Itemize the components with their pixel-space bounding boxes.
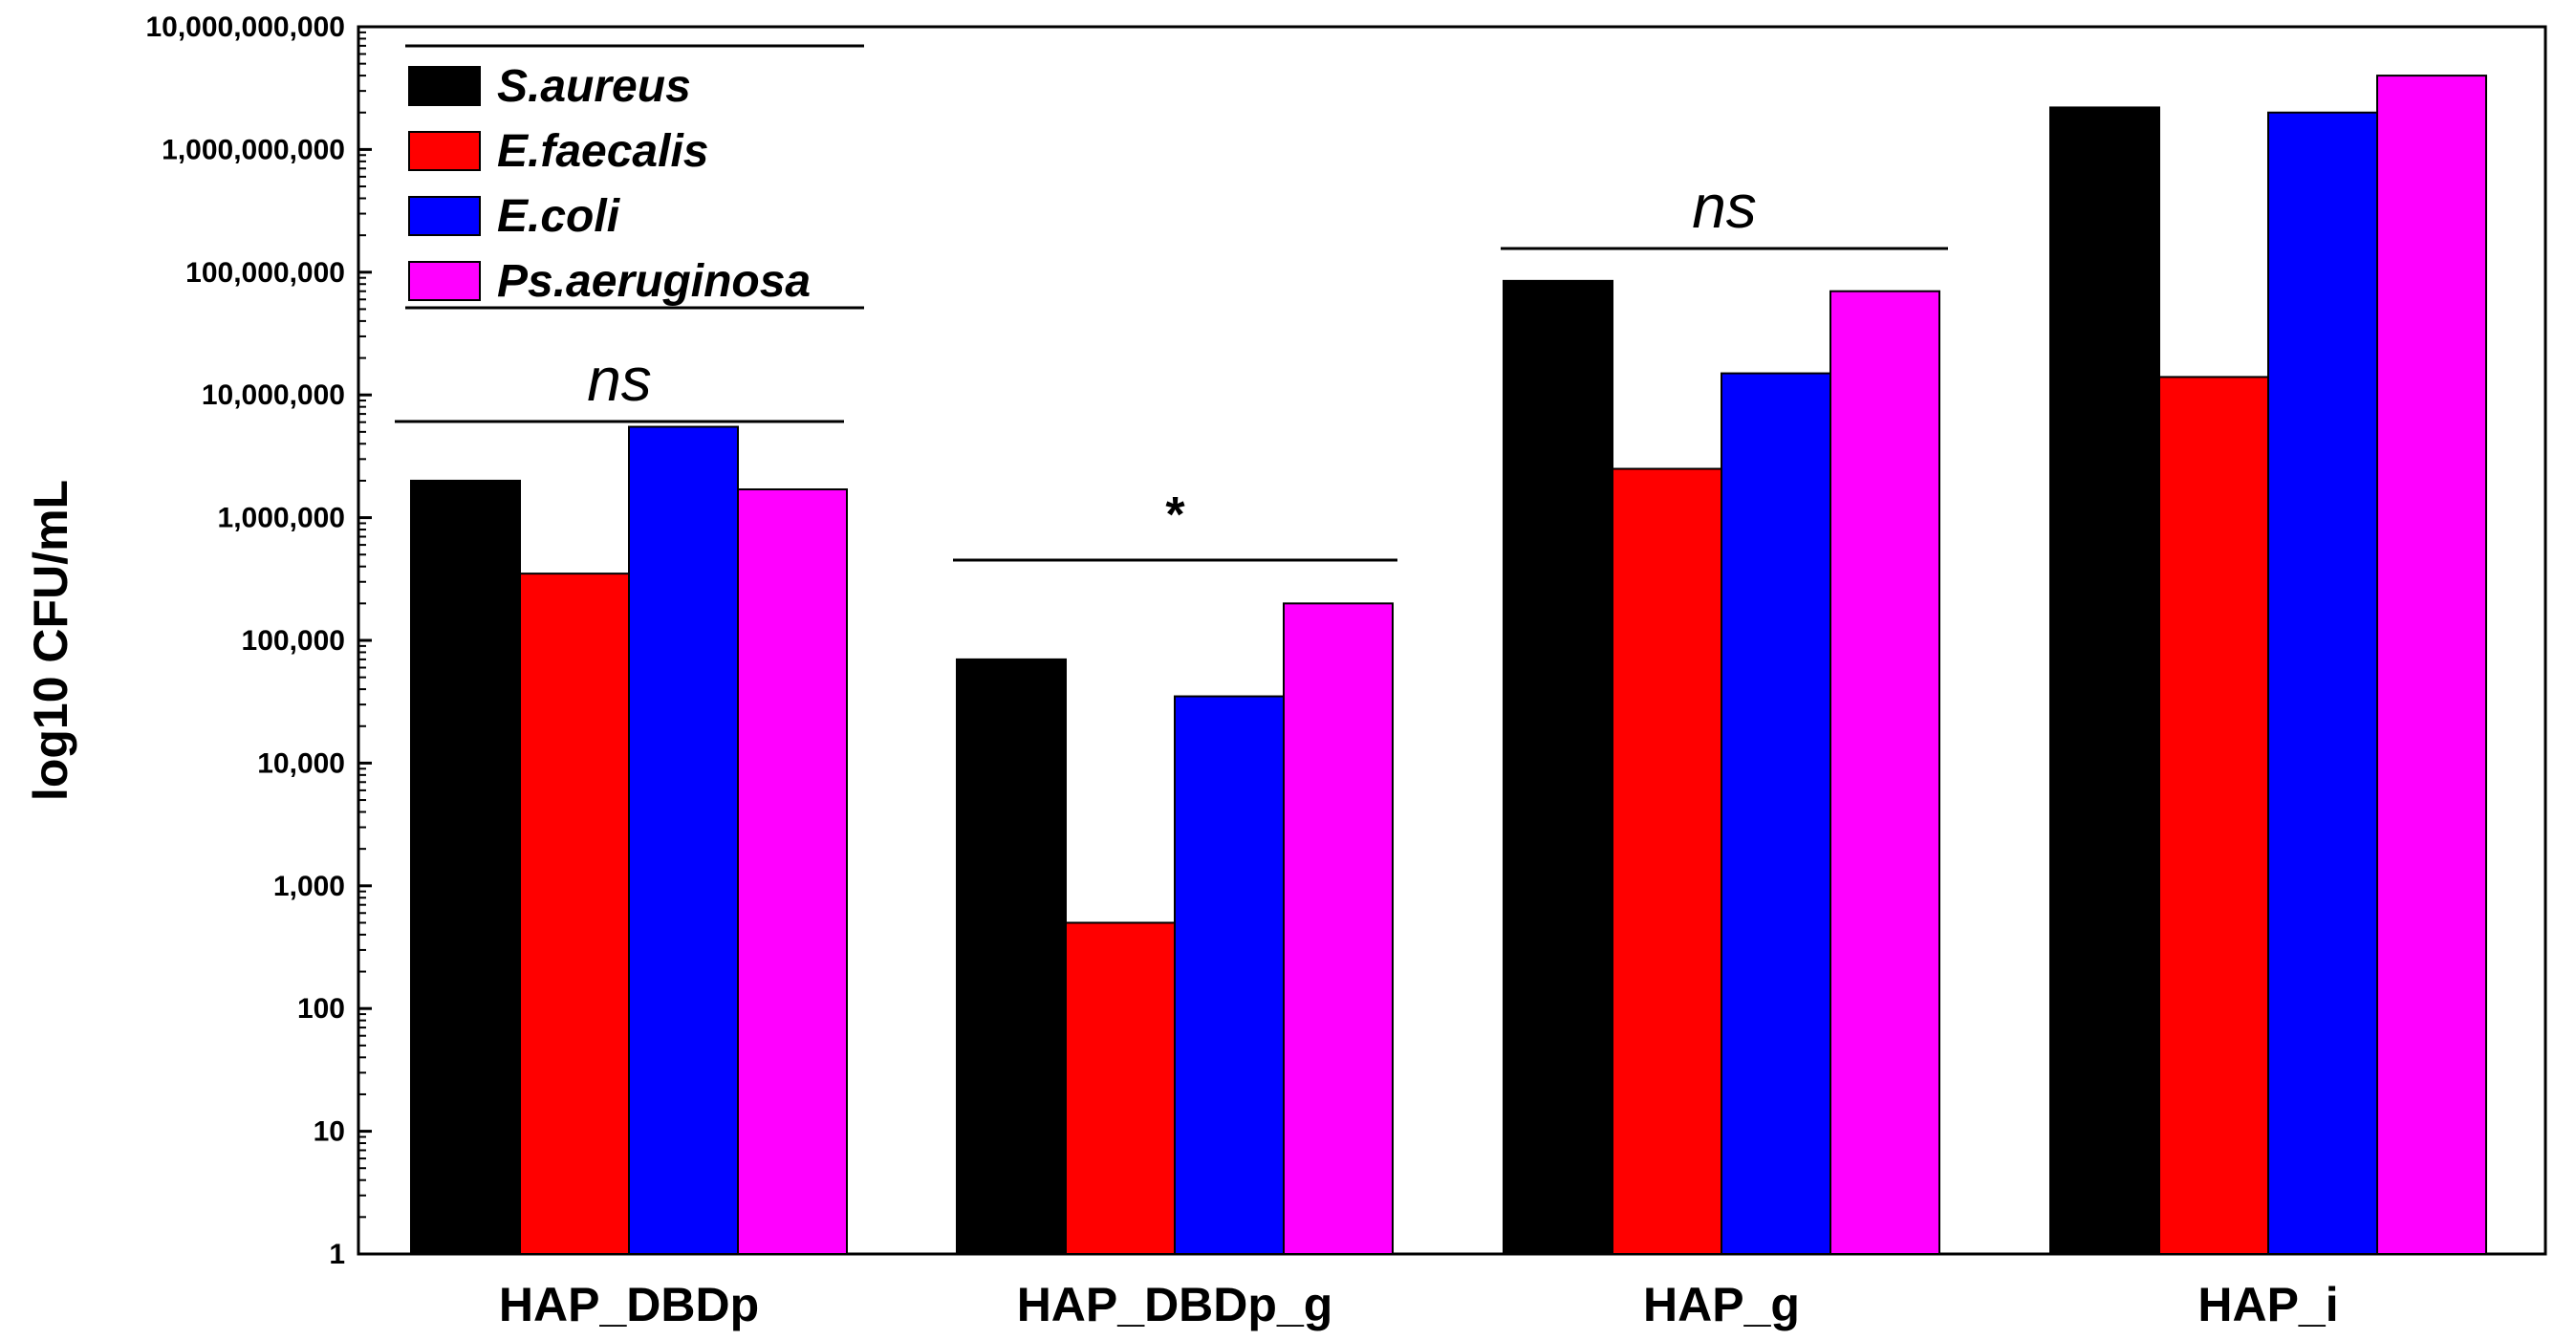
legend-label: S.aureus: [497, 61, 691, 112]
significance-annotations: ns * ns: [395, 172, 1948, 562]
legend-swatch: [408, 66, 481, 106]
legend-label: Ps.aeruginosa: [497, 256, 811, 307]
bar-e-coli-hap_i: [2267, 111, 2378, 1255]
significance-ns: ns: [587, 345, 652, 414]
bar-s-aureus-hap_g: [1503, 279, 1613, 1255]
legend-label: E.faecalis: [497, 126, 708, 177]
y-tick-label: 100,000,000: [185, 257, 345, 289]
y-tick-label: 10,000: [257, 747, 345, 779]
bar-s-aureus-hap_dbdp: [410, 479, 521, 1255]
y-tick-label: 100,000: [242, 625, 345, 657]
bar-s-aureus-hap_dbdp_g: [956, 658, 1067, 1255]
bar-ps-aeruginosa-hap_i: [2376, 75, 2487, 1256]
significance-ns: ns: [1692, 172, 1757, 241]
x-axis: HAP_DBDp HAP_DBDp_g HAP_g HAP_i: [499, 1241, 2339, 1331]
x-category-label: HAP_i: [2197, 1278, 2338, 1331]
y-tick-label: 100: [297, 993, 345, 1025]
bar-ps-aeruginosa-hap_g: [1829, 290, 1940, 1256]
legend: S.aureus E.faecalis E.coli Ps.aeruginosa: [405, 44, 864, 310]
bar-e-faecalis-hap_g: [1612, 467, 1722, 1255]
y-tick-label: 10,000,000: [202, 379, 345, 411]
legend-swatch: [408, 131, 481, 171]
x-category-label: HAP_DBDp: [499, 1278, 759, 1331]
bar-e-faecalis-hap_dbdp_g: [1065, 921, 1176, 1256]
legend-swatch: [408, 261, 481, 301]
y-axis: 1 10 100 1,000 10,000 100,000 1,000,000 10,000,…: [145, 11, 372, 1270]
y-tick-label: 10: [314, 1116, 345, 1148]
y-tick-label: 1,000: [273, 871, 345, 902]
y-axis-label: log10 CFU/mL: [24, 480, 77, 801]
y-tick-label: 1,000,000,000: [162, 134, 345, 165]
bar-ps-aeruginosa-hap_dbdp: [737, 488, 848, 1255]
bar-e-coli-hap_g: [1721, 372, 1831, 1255]
bar-ps-aeruginosa-hap_dbdp_g: [1283, 602, 1394, 1255]
bar-e-faecalis-hap_dbdp: [519, 573, 630, 1255]
bars: [410, 75, 2487, 1256]
bar-e-coli-hap_dbdp: [628, 425, 739, 1256]
legend-label: E.coli: [497, 191, 621, 242]
y-tick-label: 10,000,000,000: [145, 11, 345, 43]
x-category-label: HAP_g: [1643, 1278, 1800, 1331]
y-tick-label: 1: [329, 1239, 345, 1270]
x-category-label: HAP_DBDp_g: [1017, 1278, 1333, 1331]
legend-swatch: [408, 196, 481, 236]
bar-s-aureus-hap_i: [2049, 106, 2160, 1255]
y-tick-label: 1,000,000: [218, 503, 345, 534]
significance-star: *: [1165, 487, 1185, 543]
bar-e-faecalis-hap_i: [2158, 376, 2269, 1256]
bar-e-coli-hap_dbdp_g: [1174, 695, 1285, 1255]
